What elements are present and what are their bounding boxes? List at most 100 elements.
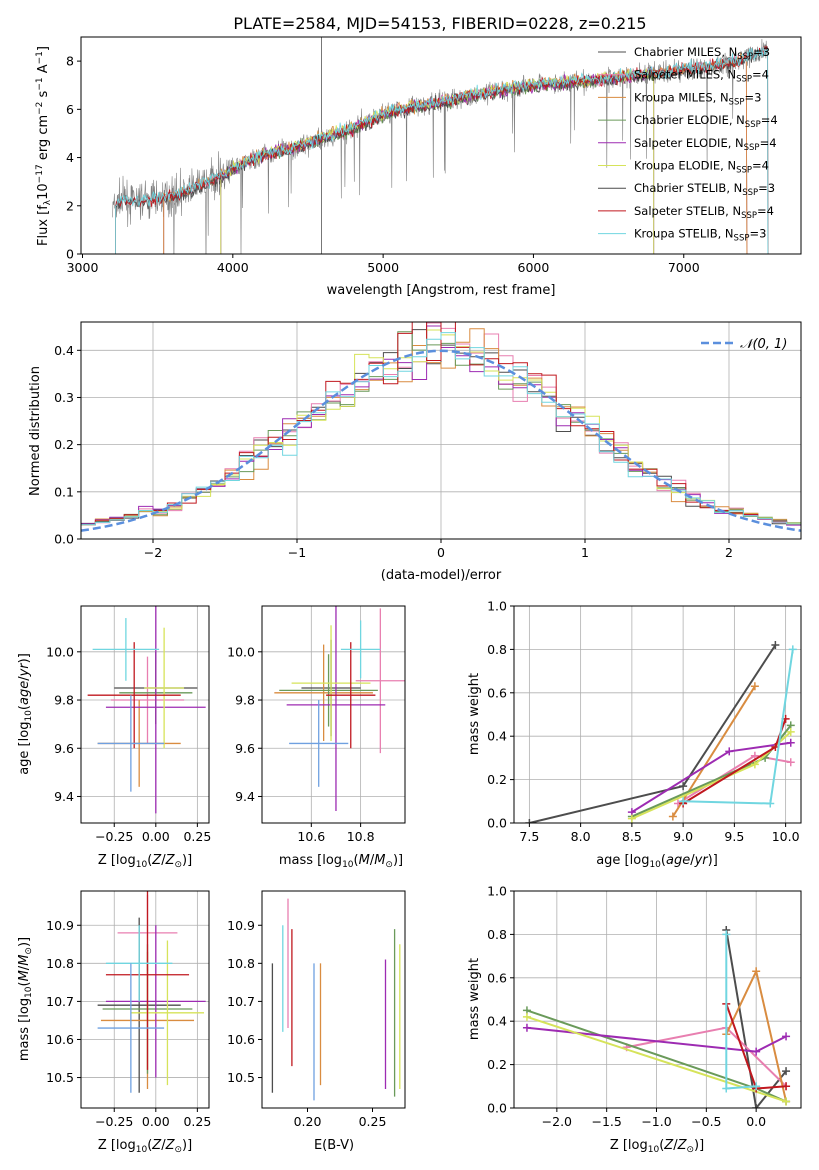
weight-marker bbox=[722, 930, 731, 939]
y-axis-label-part: λ bbox=[43, 199, 53, 205]
y-tick-label: 0.8 bbox=[487, 927, 507, 942]
axes-frame bbox=[80, 36, 802, 255]
plot-area bbox=[274, 606, 405, 811]
y-axis-label-part: 10 bbox=[24, 710, 34, 722]
x-axis-label-part: ⊙ bbox=[385, 860, 393, 870]
weight-marker bbox=[771, 641, 780, 650]
legend-label-part: =3 bbox=[758, 181, 775, 195]
y-tick-label: 1.0 bbox=[487, 884, 507, 899]
x-axis-label-part: Z [log bbox=[98, 1138, 136, 1153]
x-tick-label: 10.6 bbox=[297, 829, 325, 844]
legend-label-part: SSP bbox=[745, 120, 761, 130]
x-tick-label: −0.25 bbox=[95, 829, 133, 844]
x-tick-label: −1.0 bbox=[641, 1114, 671, 1129]
y-tick-label: 0.6 bbox=[487, 970, 507, 985]
x-axis-label-part: Z bbox=[663, 1138, 674, 1153]
legend-label-part: SSP bbox=[736, 166, 752, 176]
y-axis-label-part: ( bbox=[17, 705, 32, 710]
axes-frame bbox=[261, 605, 406, 824]
weight-marker bbox=[668, 812, 677, 821]
weight-marker bbox=[522, 1023, 531, 1032]
axes-frame bbox=[80, 890, 210, 1109]
x-axis-label-part: 10 bbox=[649, 860, 661, 870]
weight-marker bbox=[750, 760, 759, 769]
axes-frame bbox=[513, 605, 802, 824]
legend-label-part: =4 bbox=[757, 204, 774, 218]
weight-marker bbox=[679, 797, 688, 806]
y-axis-label-part: −17 bbox=[35, 164, 45, 183]
legend-label-part: SSP bbox=[744, 143, 760, 153]
y-axis-label: Normed distribution bbox=[28, 366, 43, 496]
y-axis-label-part: / bbox=[17, 965, 32, 970]
y-axis-label-part: yr bbox=[17, 662, 32, 678]
x-axis-label-part: age bbox=[666, 853, 690, 868]
legend-label: Salpeter STELIB, NSSP=4 bbox=[634, 204, 774, 221]
x-tick-label: 9.0 bbox=[673, 829, 693, 844]
x-axis-label-part: / bbox=[161, 1138, 166, 1153]
y-axis-label-part: erg cm bbox=[36, 115, 51, 164]
weight-marker bbox=[782, 1082, 791, 1091]
x-tick-label: 2 bbox=[725, 545, 733, 560]
panel-spectrum: 3000 4000 5000 6000 7000 0 2 4 6 8 Chabrier MILES,… bbox=[35, 36, 802, 298]
y-axis-label: mass weight bbox=[467, 673, 482, 755]
legend-label-part: =3 bbox=[744, 90, 761, 104]
legend-label: Salpeter MILES, NSSP=4 bbox=[634, 68, 769, 85]
y-tick-label: 10.6 bbox=[227, 1032, 255, 1047]
x-axis-label-part: Z [log bbox=[98, 853, 136, 868]
x-axis-label: E(B-V) bbox=[314, 1138, 354, 1153]
x-axis-label-part: M bbox=[359, 853, 370, 868]
y-tick-label: 9.6 bbox=[235, 741, 255, 756]
legend-label: Kroupa MILES, NSSP=3 bbox=[634, 90, 761, 107]
y-tick-label: 10.5 bbox=[227, 1070, 255, 1085]
y-axis-label: Flux [fλ10−17 erg cm−2 s−1 A−1] bbox=[35, 46, 53, 246]
x-axis-label: Z [log10(Z/Z⊙)] bbox=[610, 1138, 704, 1155]
y-tick-label: 0.4 bbox=[487, 1014, 507, 1029]
plot-area bbox=[87, 606, 206, 814]
x-axis-label-part: 10 bbox=[648, 1145, 660, 1155]
y-tick-label: 0.8 bbox=[487, 642, 507, 657]
weight-line bbox=[672, 685, 756, 818]
y-tick-label: 8 bbox=[66, 54, 74, 69]
x-axis-label-part: 10 bbox=[136, 860, 148, 870]
x-axis-label: mass [log10(M/M⊙)] bbox=[279, 853, 403, 870]
plot-area bbox=[525, 641, 797, 823]
y-tick-label: 6 bbox=[66, 102, 74, 117]
y-axis-label-part: ( bbox=[17, 981, 32, 986]
x-axis-label-part: ( bbox=[147, 1138, 152, 1153]
x-axis-label-part: yr bbox=[694, 853, 710, 868]
y-axis-label-part: M bbox=[17, 970, 32, 981]
x-axis-label-part: mass [log bbox=[279, 853, 342, 868]
axes-frame bbox=[261, 890, 406, 1109]
x-tick-label: 4000 bbox=[217, 260, 249, 275]
model-spectrum-line bbox=[220, 67, 655, 254]
x-tick-label: −2.0 bbox=[542, 1114, 572, 1129]
weight-marker bbox=[752, 1047, 761, 1056]
y-tick-label: 0.4 bbox=[487, 729, 507, 744]
legend-label: Chabrier STELIB, NSSP=3 bbox=[634, 181, 775, 198]
y-tick-label: 0.0 bbox=[487, 1101, 507, 1116]
legend-label-part: =4 bbox=[752, 159, 769, 173]
y-tick-label: 10.9 bbox=[46, 918, 74, 933]
weight-marker bbox=[786, 758, 795, 767]
plot-area bbox=[81, 322, 801, 532]
weight-marker bbox=[752, 1082, 761, 1091]
weight-marker bbox=[679, 782, 688, 791]
y-axis-label-part: Flux [f bbox=[36, 205, 51, 246]
y-axis-label-part: ] bbox=[36, 46, 51, 51]
model-spectrum-line bbox=[115, 47, 769, 254]
y-axis-label-part: ⊙ bbox=[24, 947, 34, 955]
y-tick-label: 10.8 bbox=[227, 956, 255, 971]
x-axis-label: age [log10(age/yr)] bbox=[596, 853, 718, 870]
y-axis-label-part: M bbox=[17, 955, 32, 966]
x-tick-label: 0.0 bbox=[746, 1114, 766, 1129]
legend-label-part: SSP bbox=[734, 234, 750, 244]
legend-label: Chabrier MILES, NSSP=3 bbox=[634, 45, 770, 62]
panel-residuals: −2 −1 0 1 2 0.0 0.1 0.2 0.3 0.4 𝒩(0, 1) (data-model… bbox=[28, 321, 802, 583]
y-axis-label-part: 10 bbox=[24, 986, 34, 998]
y-tick-label: 0.2 bbox=[487, 1057, 507, 1072]
weight-marker bbox=[750, 682, 759, 691]
x-axis-label-part: ( bbox=[354, 853, 359, 868]
x-tick-label: 3000 bbox=[67, 260, 99, 275]
